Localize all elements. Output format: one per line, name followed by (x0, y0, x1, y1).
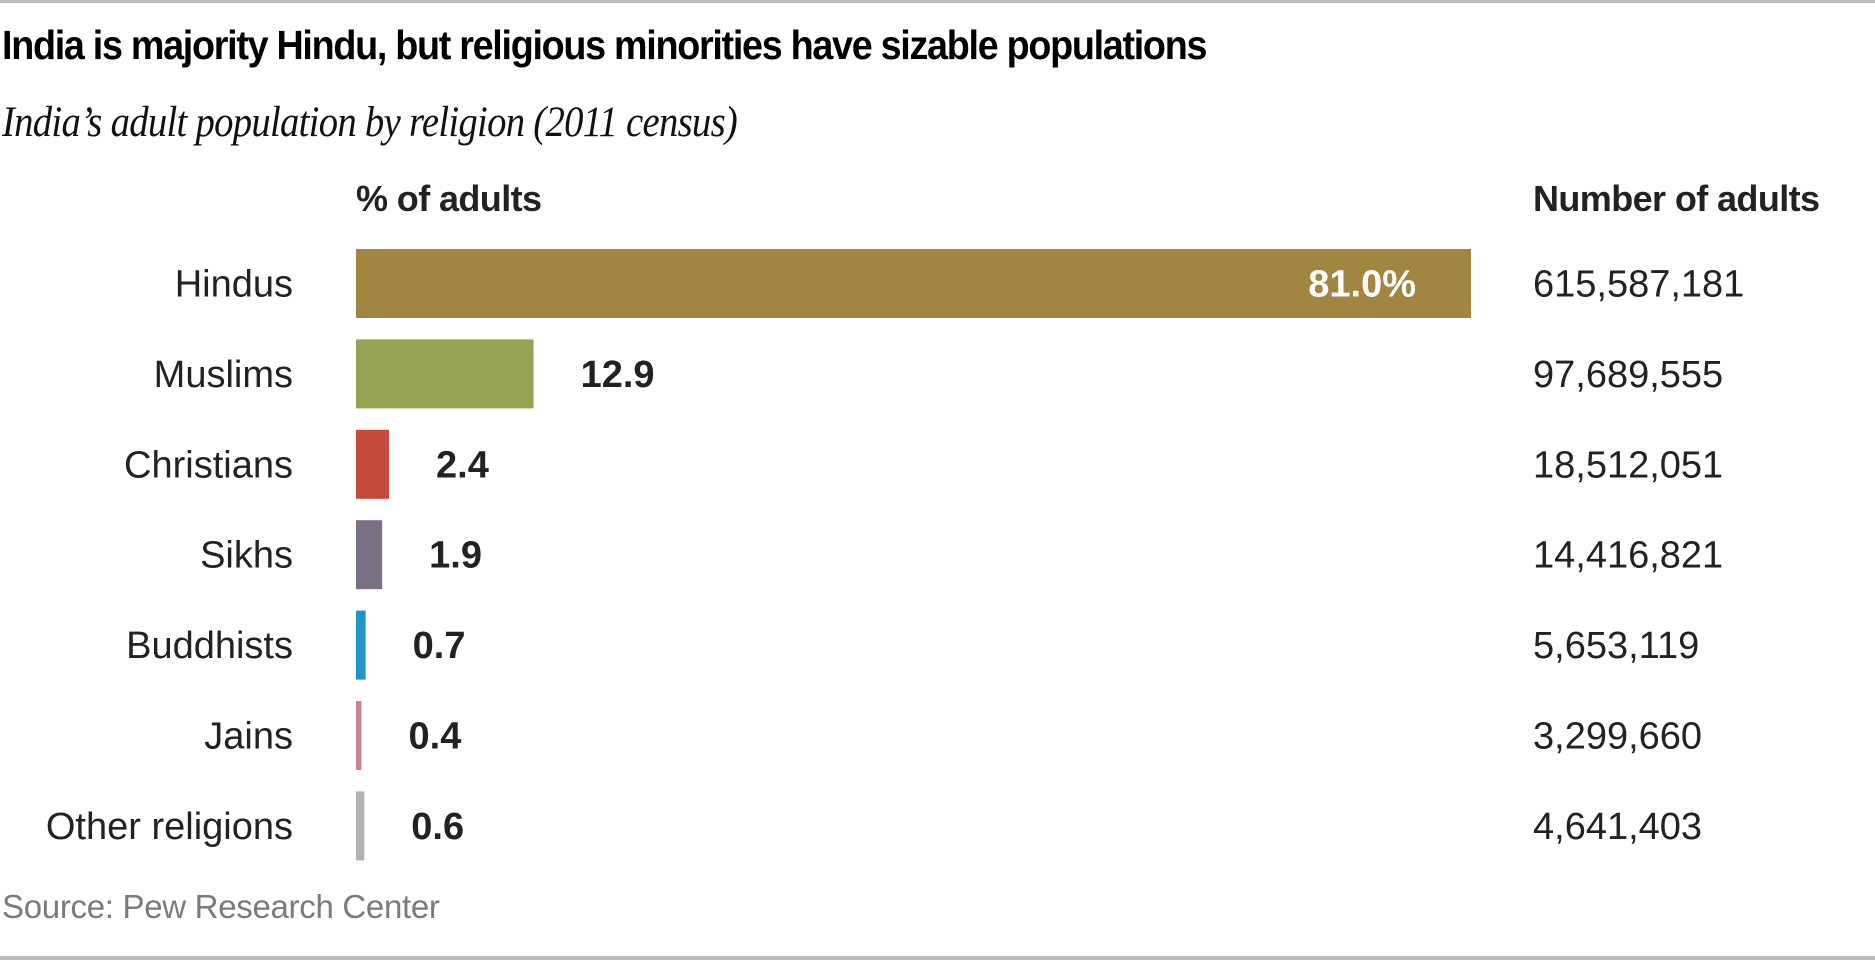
category-label-muslims: Muslims (154, 354, 293, 396)
bottom-rule (0, 956, 1875, 960)
top-rule (0, 0, 1875, 3)
number-of-adults-buddhists: 5,653,119 (1533, 625, 1699, 667)
value-label-muslims: 12.9 (581, 354, 655, 396)
bar-hindus (356, 249, 1471, 318)
category-label-sikhs: Sikhs (200, 535, 293, 577)
value-label-christians: 2.4 (436, 444, 489, 486)
number-of-adults-other-religions: 4,641,403 (1533, 806, 1702, 848)
number-of-adults-christians: 18,512,051 (1533, 444, 1723, 486)
category-label-christians: Christians (124, 444, 293, 486)
category-label-buddhists: Buddhists (126, 625, 293, 667)
category-label-hindus: Hindus (175, 264, 293, 306)
bar-sikhs (356, 520, 383, 590)
number-of-adults-hindus: 615,587,181 (1533, 264, 1744, 306)
number-of-adults-muslims: 97,689,555 (1533, 354, 1723, 396)
value-label-other-religions: 0.6 (411, 806, 464, 848)
bar-christians (356, 429, 390, 499)
source-note: Source: Pew Research Center (2, 888, 440, 925)
number-column-header: Number of adults (1533, 178, 1820, 219)
value-label-hindus: 81.0% (1308, 264, 1416, 306)
percent-column-header: % of adults (356, 178, 542, 219)
value-label-sikhs: 1.9 (429, 535, 482, 577)
number-of-adults-sikhs: 14,416,821 (1533, 535, 1723, 577)
bar-buddhists (356, 610, 366, 680)
value-label-buddhists: 0.7 (413, 625, 466, 667)
value-label-jains: 0.4 (409, 716, 462, 758)
bar-other-religions (356, 791, 365, 861)
category-label-jains: Jains (204, 716, 293, 758)
bar-muslims (356, 339, 534, 409)
category-label-other-religions: Other religions (46, 806, 293, 848)
chart-subtitle: India’s adult population by religion (20… (2, 99, 738, 146)
bar-jains (356, 701, 362, 770)
number-of-adults-jains: 3,299,660 (1533, 716, 1702, 758)
chart-title: India is majority Hindu, but religious m… (2, 22, 1207, 68)
